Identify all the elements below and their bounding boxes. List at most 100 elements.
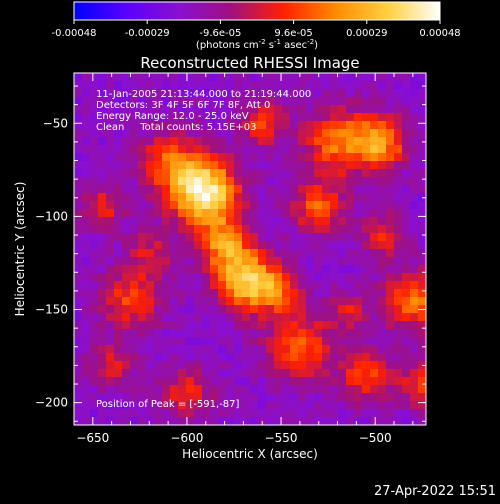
heatmap-pixel (226, 369, 235, 378)
heatmap-pixel (250, 257, 259, 266)
heatmap-pixel (370, 329, 379, 338)
heatmap-pixel (170, 81, 179, 90)
heatmap-pixel (386, 345, 395, 354)
heatmap-pixel (130, 305, 139, 314)
heatmap-pixel (274, 217, 283, 226)
heatmap-pixel (178, 313, 187, 322)
heatmap-pixel (298, 353, 307, 362)
heatmap-pixel (354, 273, 363, 282)
y-axis-label: Heliocentric Y (arcsec) (13, 182, 27, 317)
heatmap-pixel (114, 329, 123, 338)
heatmap-pixel (234, 105, 243, 114)
heatmap-pixel (146, 137, 155, 146)
heatmap-pixel (306, 257, 315, 266)
heatmap-pixel (234, 329, 243, 338)
heatmap-pixel (346, 385, 355, 394)
heatmap-pixel (82, 161, 91, 170)
heatmap-pixel (362, 361, 371, 370)
heatmap-pixel (98, 249, 107, 258)
heatmap-pixel (138, 169, 147, 178)
heatmap-pixel (122, 137, 131, 146)
heatmap-pixel (74, 201, 83, 210)
heatmap-pixel (258, 273, 267, 282)
heatmap-pixel (178, 377, 187, 386)
heatmap-pixel (338, 249, 347, 258)
heatmap-pixel (242, 137, 251, 146)
heatmap-pixel (290, 185, 299, 194)
heatmap-pixel (138, 249, 147, 258)
heatmap-pixel (354, 73, 363, 82)
heatmap-pixel (306, 329, 315, 338)
heatmap-pixel (98, 193, 107, 202)
heatmap-pixel (154, 161, 163, 170)
heatmap-pixel (146, 209, 155, 218)
heatmap-pixel (202, 201, 211, 210)
heatmap-pixel (338, 81, 347, 90)
heatmap-pixel (410, 401, 419, 410)
heatmap-pixel (410, 217, 419, 226)
heatmap-pixel (186, 401, 195, 410)
heatmap-pixel (154, 353, 163, 362)
heatmap-pixel (218, 153, 227, 162)
heatmap-pixel (314, 265, 323, 274)
heatmap-pixel (234, 361, 243, 370)
heatmap-pixel (370, 169, 379, 178)
heatmap-pixel (386, 153, 395, 162)
heatmap-pixel (338, 185, 347, 194)
heatmap-pixel (402, 377, 411, 386)
heatmap-pixel (362, 377, 371, 386)
heatmap-pixel (362, 417, 371, 425)
heatmap-pixel (178, 393, 187, 402)
heatmap-pixel (154, 321, 163, 330)
heatmap-pixel (258, 289, 267, 298)
heatmap-pixel (82, 201, 91, 210)
heatmap-pixel (290, 249, 299, 258)
heatmap-pixel (338, 337, 347, 346)
heatmap-pixel (314, 321, 323, 330)
heatmap-pixel (154, 337, 163, 346)
heatmap-pixel (290, 225, 299, 234)
heatmap-pixel (346, 105, 355, 114)
heatmap-pixel (218, 385, 227, 394)
heatmap-pixel (314, 145, 323, 154)
heatmap-pixel (274, 121, 283, 130)
heatmap-pixel (354, 241, 363, 250)
heatmap-pixel (90, 361, 99, 370)
heatmap-pixel (122, 273, 131, 282)
heatmap-pixel (202, 369, 211, 378)
heatmap-pixel (122, 73, 131, 82)
heatmap-pixel (370, 289, 379, 298)
heatmap-pixel (114, 129, 123, 138)
heatmap-pixel (186, 89, 195, 98)
heatmap-pixel (386, 241, 395, 250)
heatmap-pixel (194, 321, 203, 330)
heatmap-pixel (234, 353, 243, 362)
heatmap-pixel (106, 361, 115, 370)
heatmap-pixel (242, 257, 251, 266)
heatmap-pixel (282, 81, 291, 90)
heatmap-pixel (362, 321, 371, 330)
heatmap-pixel (362, 313, 371, 322)
heatmap-pixel (314, 313, 323, 322)
heatmap-pixel (330, 201, 339, 210)
heatmap-pixel (306, 193, 315, 202)
heatmap-pixel (234, 169, 243, 178)
heatmap-pixel (322, 201, 331, 210)
heatmap-pixel (234, 73, 243, 82)
heatmap-pixel (170, 153, 179, 162)
heatmap-pixel (314, 73, 323, 82)
heatmap-pixel (314, 297, 323, 306)
heatmap-pixel (250, 409, 259, 418)
heatmap-pixel (130, 369, 139, 378)
heatmap-pixel (346, 353, 355, 362)
heatmap-pixel (82, 177, 91, 186)
heatmap-pixel (242, 193, 251, 202)
heatmap-pixel (242, 241, 251, 250)
x-tick-label: −650 (76, 431, 109, 445)
heatmap-pixel (282, 105, 291, 114)
heatmap-pixel (122, 233, 131, 242)
heatmap-pixel (162, 273, 171, 282)
heatmap-pixel (258, 169, 267, 178)
heatmap-pixel (170, 169, 179, 178)
heatmap-pixel (370, 233, 379, 242)
